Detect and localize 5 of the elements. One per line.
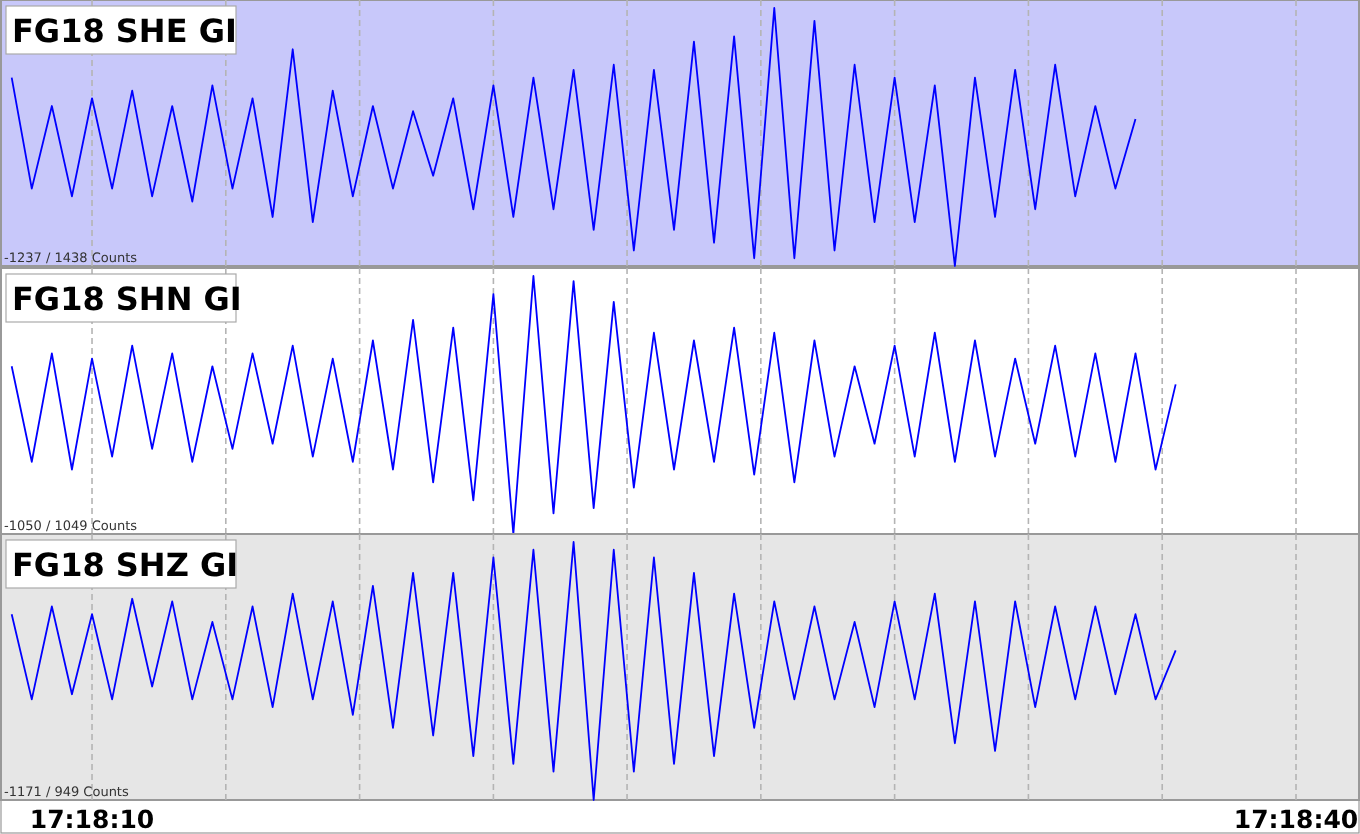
chart-title: FG18 SHZ GI xyxy=(12,546,239,584)
x-tick-label: 17:18:10 xyxy=(29,804,155,834)
chart-title: FG18 SHN GI xyxy=(12,280,242,318)
chart-title: FG18 SHE GI xyxy=(12,12,237,50)
x-tick-label: 17:18:40 xyxy=(1233,804,1359,834)
